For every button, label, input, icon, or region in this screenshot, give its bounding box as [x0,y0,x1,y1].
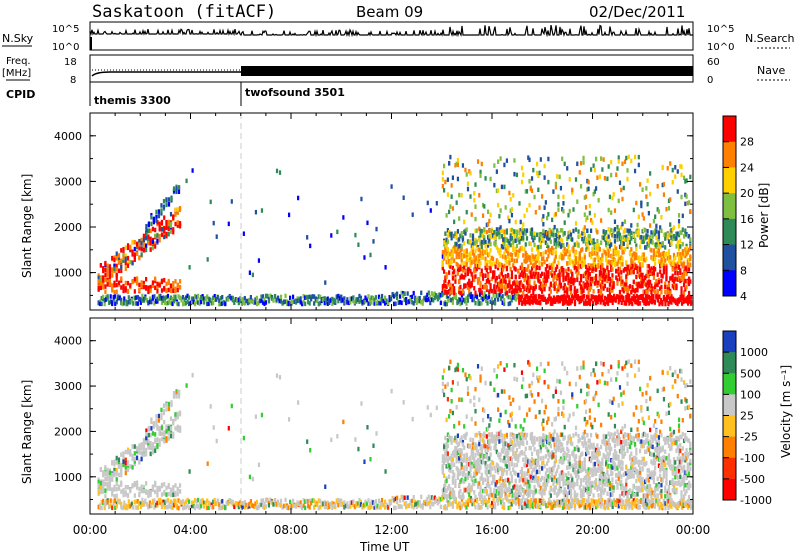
colorbar-segment [723,167,736,194]
time-tick-label: 00:00 [676,523,711,537]
colorbar-segment [723,352,736,374]
freq-panel: Freq. [MHz] 18 8 60 0 Nave [2,54,790,86]
colorbar-tick-label: 4 [740,290,747,303]
range-tick-label: 4000 [54,335,82,348]
range-tick-label: 1000 [54,471,82,484]
colorbar-segment [723,270,736,297]
freq-tick-bottom: 8 [70,75,76,86]
colorbar-segment [723,218,736,246]
beam-title: Beam 09 [356,3,423,21]
freq-tick-top: 18 [64,57,77,68]
colorbar-segment [723,244,736,271]
colorbar-segment [723,141,736,168]
time-tick-label: 08:00 [274,523,309,537]
colorbar-segment [723,457,736,480]
station-title: Saskatoon (fitACF) [92,2,276,22]
velocity-colorbar-label: Velocity [m s⁻¹] [779,365,793,458]
colorbar-segment [723,415,736,438]
nsky-label: N.Sky [2,32,34,45]
colorbar-tick-label: 20 [740,187,754,200]
colorbar-segment [723,478,736,501]
colorbar-tick-label: 28 [740,136,754,149]
time-axis-label: Time UT [359,540,410,554]
range-tick-label: 3000 [54,175,82,188]
time-tick-label: 00:00 [73,523,108,537]
range-tick-label: 1000 [54,267,82,280]
power-data-cells [97,154,693,307]
nsearch-tick-bottom: 10^0 [707,42,734,53]
colorbar-tick-label: 12 [740,239,754,252]
nsearch-label: N.Search [745,32,795,45]
colorbar-tick-label: -100 [740,452,765,465]
colorbar-segment [723,373,736,395]
velocity-data-cells [97,359,693,511]
nave-label: Nave [757,64,785,77]
colorbar-tick-label: 500 [740,367,761,380]
velocity-colorbar: 1000 500 100 25 -25 -100 -500 -1000 Velocity [m… [722,330,793,507]
range-tick-label: 3000 [54,380,82,393]
nsearch-tick-top: 10^5 [707,24,734,35]
nsky-tick-top: 10^5 [52,24,79,35]
range-tick-label: 2000 [54,221,82,234]
colorbar-segment [723,394,736,416]
colorbar-segment [723,116,736,143]
colorbar-tick-label: 1000 [740,346,768,359]
colorbar-tick-label: 8 [740,264,747,277]
colorbar-tick-label: 25 [740,410,754,423]
range-tick-label: 4000 [54,130,82,143]
colorbar-tick-label: -25 [740,431,758,444]
colorbar-tick-label: -1000 [740,494,772,507]
range-tick-label: 2000 [54,425,82,438]
freq-unit: [MHz] [2,68,31,79]
time-tick-label: 16:00 [475,523,510,537]
colorbar-tick-label: -500 [740,473,765,486]
power-colorbar-label: Power [dB] [757,183,771,248]
colorbar-tick-label: 100 [740,388,761,401]
nsky-tick-bottom: 10^0 [52,42,79,53]
cpid-segment-themis: themis 3300 [94,94,171,107]
cpid-panel: CPID themis 3300 twofsound 3501 [6,82,345,107]
cpid-segment-twofsound: twofsound 3501 [245,86,345,99]
colorbar-segment [723,331,736,353]
nave-tick-top: 60 [707,57,720,68]
colorbar-tick-label: 16 [740,213,754,226]
velocity-panel: 4000 3000 2000 1000 Slant Range [km] [20,317,694,515]
time-tick-label: 04:00 [173,523,208,537]
time-axis: 00:00 04:00 08:00 12:00 16:00 20:00 00:00 [73,523,711,537]
power-colorbar: 28 24 20 16 12 8 4 Power [dB] [722,115,771,303]
power-panel: 4000 3000 2000 1000 Slant Range [km] [20,112,694,311]
power-ylabel: Slant Range [km] [20,174,34,278]
time-tick-label: 12:00 [374,523,409,537]
colorbar-segment [723,436,736,459]
colorbar-tick-label: 24 [740,161,754,174]
time-tick-label: 20:00 [575,523,610,537]
colorbar-segment [723,193,736,220]
velocity-ylabel: Slant Range [km] [20,380,34,484]
date-title: 02/Dec/2011 [589,3,685,21]
nsky-panel: N.Sky 10^5 10^0 10^5 10^0 N.Search [2,21,795,53]
freq-label: Freq. [6,56,31,67]
nave-tick-bottom: 0 [707,75,713,86]
cpid-label: CPID [6,88,35,101]
